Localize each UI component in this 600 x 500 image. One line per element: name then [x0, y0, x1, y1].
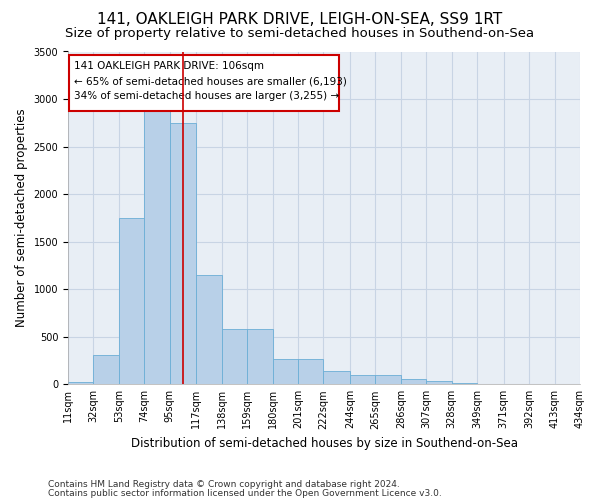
X-axis label: Distribution of semi-detached houses by size in Southend-on-Sea: Distribution of semi-detached houses by …: [131, 437, 518, 450]
Bar: [272, 358, 298, 384]
Text: 34% of semi-detached houses are larger (3,255) →: 34% of semi-detached houses are larger (…: [74, 92, 339, 102]
Bar: [222, 329, 247, 384]
Bar: [144, 90, 170, 385]
Text: Contains HM Land Registry data © Crown copyright and database right 2024.: Contains HM Land Registry data © Crown c…: [48, 480, 400, 489]
Bar: [298, 358, 323, 384]
Bar: [401, 379, 426, 384]
Text: ← 65% of semi-detached houses are smaller (6,193): ← 65% of semi-detached houses are smalle…: [74, 76, 347, 86]
Y-axis label: Number of semi-detached properties: Number of semi-detached properties: [15, 108, 28, 327]
Bar: [196, 275, 222, 384]
Text: 141, OAKLEIGH PARK DRIVE, LEIGH-ON-SEA, SS9 1RT: 141, OAKLEIGH PARK DRIVE, LEIGH-ON-SEA, …: [97, 12, 503, 28]
Bar: [68, 382, 94, 384]
Text: Size of property relative to semi-detached houses in Southend-on-Sea: Size of property relative to semi-detach…: [65, 28, 535, 40]
Bar: [119, 218, 144, 384]
FancyBboxPatch shape: [69, 56, 339, 112]
Bar: [426, 380, 452, 384]
Text: Contains public sector information licensed under the Open Government Licence v3: Contains public sector information licen…: [48, 488, 442, 498]
Bar: [94, 355, 119, 384]
Bar: [350, 376, 376, 384]
Bar: [247, 329, 272, 384]
Text: 141 OAKLEIGH PARK DRIVE: 106sqm: 141 OAKLEIGH PARK DRIVE: 106sqm: [74, 61, 264, 71]
Bar: [323, 371, 350, 384]
Bar: [376, 376, 401, 384]
Bar: [170, 123, 196, 384]
